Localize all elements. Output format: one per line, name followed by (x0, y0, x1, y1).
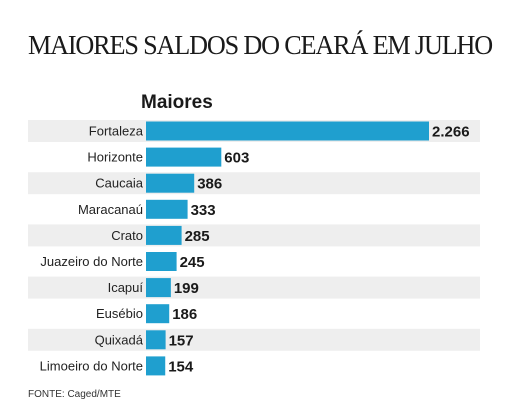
bar (146, 278, 171, 298)
row-stripe (28, 224, 480, 247)
category-label: Icapuí (108, 280, 144, 295)
value-label: 2.266 (432, 124, 470, 141)
value-label: 333 (191, 202, 216, 219)
value-label: 386 (197, 176, 222, 193)
bar (146, 147, 222, 167)
bar (146, 121, 429, 141)
category-label: Limoeiro do Norte (40, 358, 143, 373)
value-label: 603 (224, 150, 249, 167)
bar (146, 173, 195, 193)
category-label: Crato (111, 228, 143, 243)
value-label: 154 (168, 358, 194, 375)
source-note: FONTE: Caged/MTE (28, 389, 121, 400)
bar (146, 304, 170, 324)
category-label: Juazeiro do Norte (40, 254, 143, 269)
bar (146, 225, 182, 245)
value-label: 186 (172, 306, 197, 323)
chart-subtitle: Maiores (141, 92, 213, 113)
category-label: Maracanaú (78, 202, 143, 217)
bar (146, 356, 166, 376)
row-stripe (28, 276, 480, 299)
row-stripe (28, 172, 480, 195)
value-label: 245 (180, 254, 205, 271)
value-label: 199 (174, 280, 199, 297)
category-label: Caucaia (95, 176, 143, 191)
chart-title: MAIORES SALDOS DO CEARÁ EM JULHO (28, 30, 493, 60)
bar (146, 252, 177, 271)
category-label: Quixadá (95, 332, 144, 347)
bar (146, 330, 166, 350)
value-label: 285 (185, 228, 210, 245)
category-label: Eusébio (96, 306, 143, 321)
category-label: Fortaleza (89, 124, 144, 139)
value-label: 157 (169, 332, 194, 349)
bar (146, 199, 188, 219)
category-label: Horizonte (87, 150, 143, 165)
row-stripe (28, 328, 480, 351)
